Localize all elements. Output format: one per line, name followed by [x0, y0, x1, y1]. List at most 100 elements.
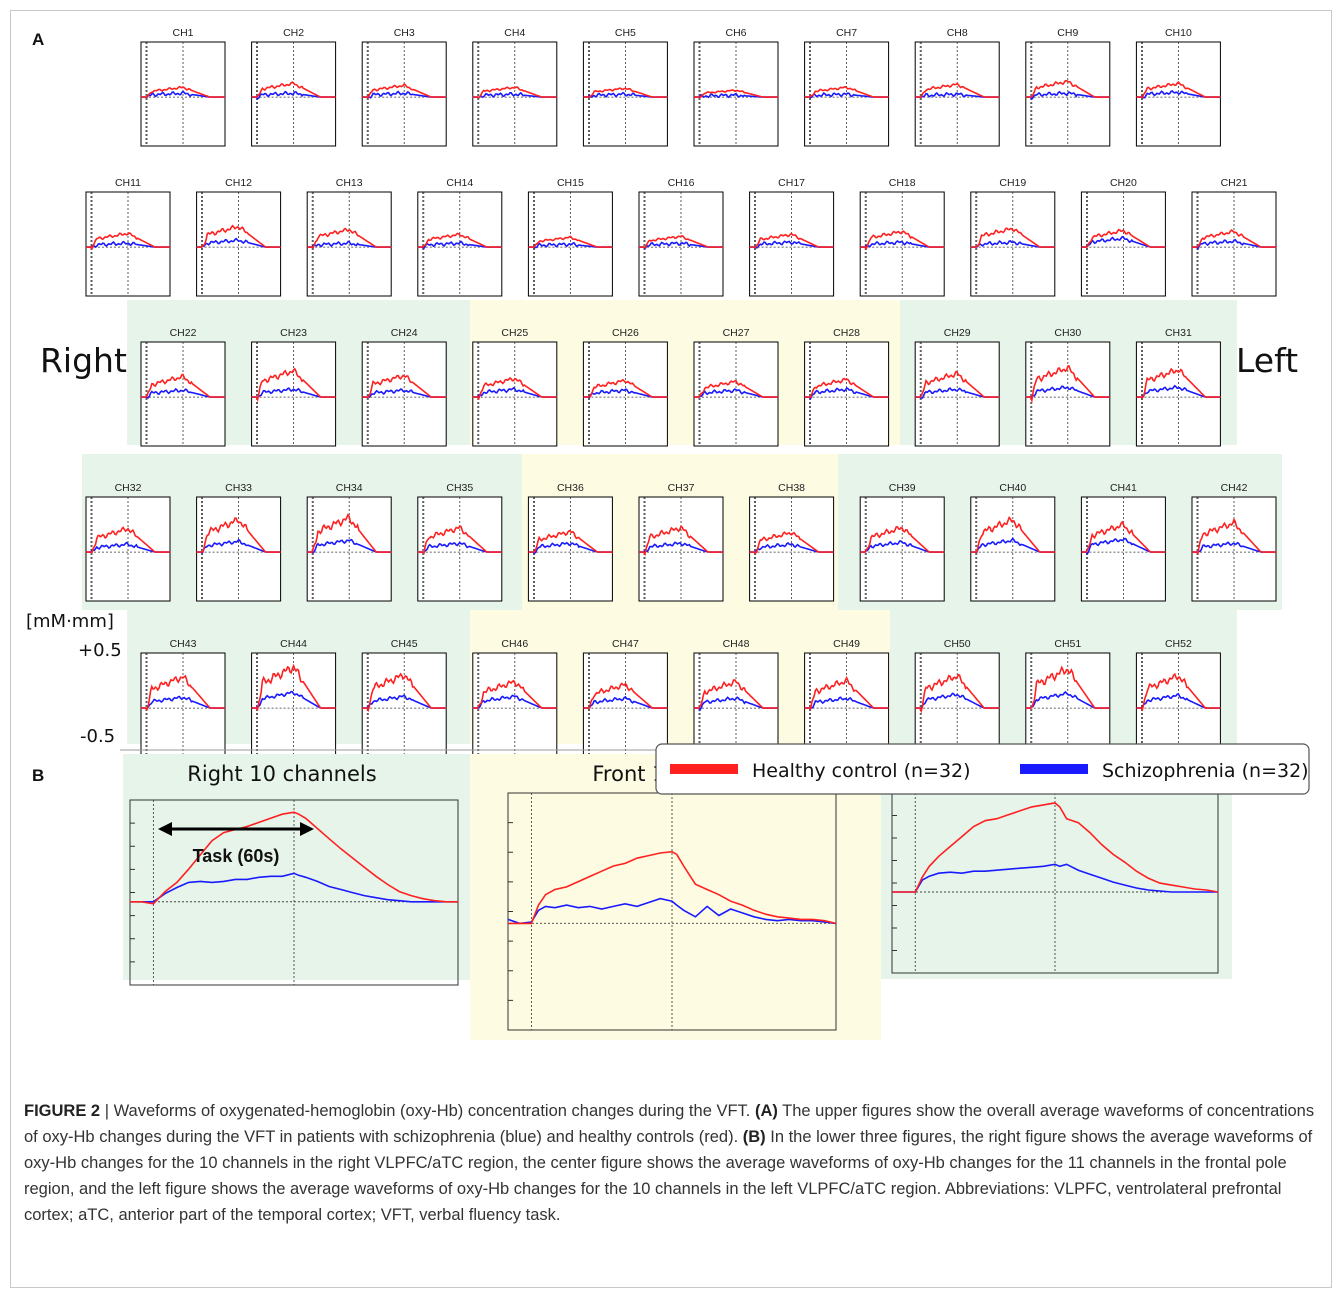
healthy-line [528, 529, 613, 553]
channel-plot-ch24: CH24 [361, 327, 447, 447]
channel-label: CH20 [1110, 177, 1137, 189]
channel-label: CH34 [336, 482, 363, 494]
healthy-line [251, 663, 336, 712]
healthy-line [1025, 364, 1110, 404]
healthy-line [362, 672, 447, 713]
legend: Healthy control (n=32) Schizophrenia (n=… [655, 743, 1310, 795]
channel-plot-ch37: CH37 [638, 482, 724, 602]
healthy-line [307, 227, 392, 249]
channel-plot-ch21: CH21 [1191, 177, 1277, 297]
channel-plot-ch27: CH27 [693, 327, 779, 447]
channel-plot-ch7: CH7 [804, 27, 890, 147]
caption-b-marker: (B) [742, 1128, 766, 1146]
channel-plot-ch11: CH11 [85, 177, 171, 297]
channel-label: CH40 [999, 482, 1026, 494]
channel-label: CH24 [391, 327, 418, 339]
healthy-line [141, 85, 225, 98]
healthy-line [860, 526, 945, 553]
channel-plot-ch18: CH18 [859, 177, 945, 297]
channel-plot-ch41: CH41 [1080, 482, 1166, 602]
channel-label: CH16 [668, 177, 695, 189]
channel-plot-ch15: CH15 [527, 177, 613, 297]
channel-plot-ch34: CH34 [306, 482, 392, 602]
task-arrow [158, 822, 314, 836]
healthy-line [1025, 665, 1110, 709]
channel-label: CH38 [778, 482, 805, 494]
channel-plot-ch39: CH39 [859, 482, 945, 602]
channel-label: CH23 [280, 327, 307, 339]
healthy-line [472, 86, 557, 99]
healthy-line [804, 377, 889, 399]
channel-label: CH27 [723, 327, 750, 339]
healthy-line [251, 367, 336, 403]
region-band-b [123, 754, 470, 980]
caption-a-marker: (A) [754, 1102, 778, 1120]
channel-label: CH8 [947, 27, 968, 39]
healthy-line [694, 679, 778, 709]
channel-plot-ch35: CH35 [417, 482, 503, 602]
caption-b-text: In the lower three figures, the right fi… [24, 1128, 1313, 1224]
channel-plot-ch9: CH9 [1025, 27, 1111, 147]
channel-plot-ch28: CH28 [804, 327, 890, 447]
healthy-avg-line [130, 811, 458, 905]
channel-label: CH47 [612, 638, 639, 650]
channel-plot-ch31: CH31 [1135, 327, 1221, 447]
channel-label: CH14 [446, 177, 473, 189]
channel-label: CH5 [615, 27, 636, 39]
channel-plot-ch52: CH52 [1135, 638, 1221, 758]
channel-label: CH11 [115, 177, 141, 189]
healthy-line [472, 679, 557, 709]
channel-plot-ch36: CH36 [527, 482, 613, 602]
channel-plot-ch33: CH33 [196, 482, 282, 602]
channel-label: CH39 [889, 482, 916, 494]
channel-plot-ch48: CH48 [693, 638, 779, 758]
figure-frame [10, 10, 1332, 1288]
channel-plot-ch49: CH49 [804, 638, 890, 758]
channel-plot-ch26: CH26 [582, 327, 668, 447]
right-side-label: Right [40, 341, 127, 380]
schizo-avg-line [130, 872, 458, 903]
healthy-line [86, 232, 170, 251]
channel-label: CH29 [944, 327, 971, 339]
healthy-line [472, 376, 557, 401]
healthy-line [749, 232, 834, 249]
channel-plot-ch40: CH40 [970, 482, 1056, 602]
channel-plot-ch16: CH16 [638, 177, 724, 297]
channel-plot-ch25: CH25 [472, 327, 558, 447]
channel-plot-ch4: CH4 [472, 27, 558, 147]
schizo-avg-line [507, 897, 837, 925]
channel-label: CH12 [225, 177, 252, 189]
region-plot-title: Right 10 channels [187, 762, 376, 786]
healthy-line [1136, 80, 1221, 99]
healthy-line [141, 674, 225, 711]
healthy-line [639, 235, 723, 249]
healthy-line [694, 89, 778, 99]
channel-label: CH45 [391, 638, 418, 650]
channel-plot-ch1: CH1 [140, 27, 226, 147]
healthy-line [1025, 79, 1110, 98]
healthy-line [196, 224, 281, 248]
caption-a-text: The upper figures show the overall avera… [24, 1102, 1315, 1146]
channel-plot-ch19: CH19 [970, 177, 1056, 297]
task-label: Task (60s) [193, 846, 280, 866]
healthy-line [362, 83, 447, 99]
channel-label: CH3 [394, 27, 415, 39]
channel-label: CH17 [778, 177, 805, 189]
legend-box [655, 743, 1310, 795]
region-band-b [470, 754, 881, 1040]
channel-label: CH13 [336, 177, 363, 189]
healthy-avg-line [508, 850, 837, 925]
figure-canvas: CH1 CH2 CH3 CH4 CH5 CH6 CH7 CH8 CH9 CH10 CH11 CH12 C… [26, 27, 1310, 1040]
channel-label: CH6 [725, 27, 746, 39]
channel-label: CH9 [1057, 27, 1078, 39]
healthy-line [804, 675, 889, 711]
panel-label-a: A [32, 30, 44, 49]
region-plot-right-10-channels: Right 10 channels [129, 762, 459, 986]
channel-plot-ch3: CH3 [361, 27, 447, 147]
channel-label: CH43 [170, 638, 197, 650]
channel-label: CH10 [1165, 27, 1192, 39]
channel-plot-ch20: CH20 [1080, 177, 1166, 297]
left-side-label: Left [1236, 341, 1298, 380]
healthy-line [804, 85, 889, 98]
